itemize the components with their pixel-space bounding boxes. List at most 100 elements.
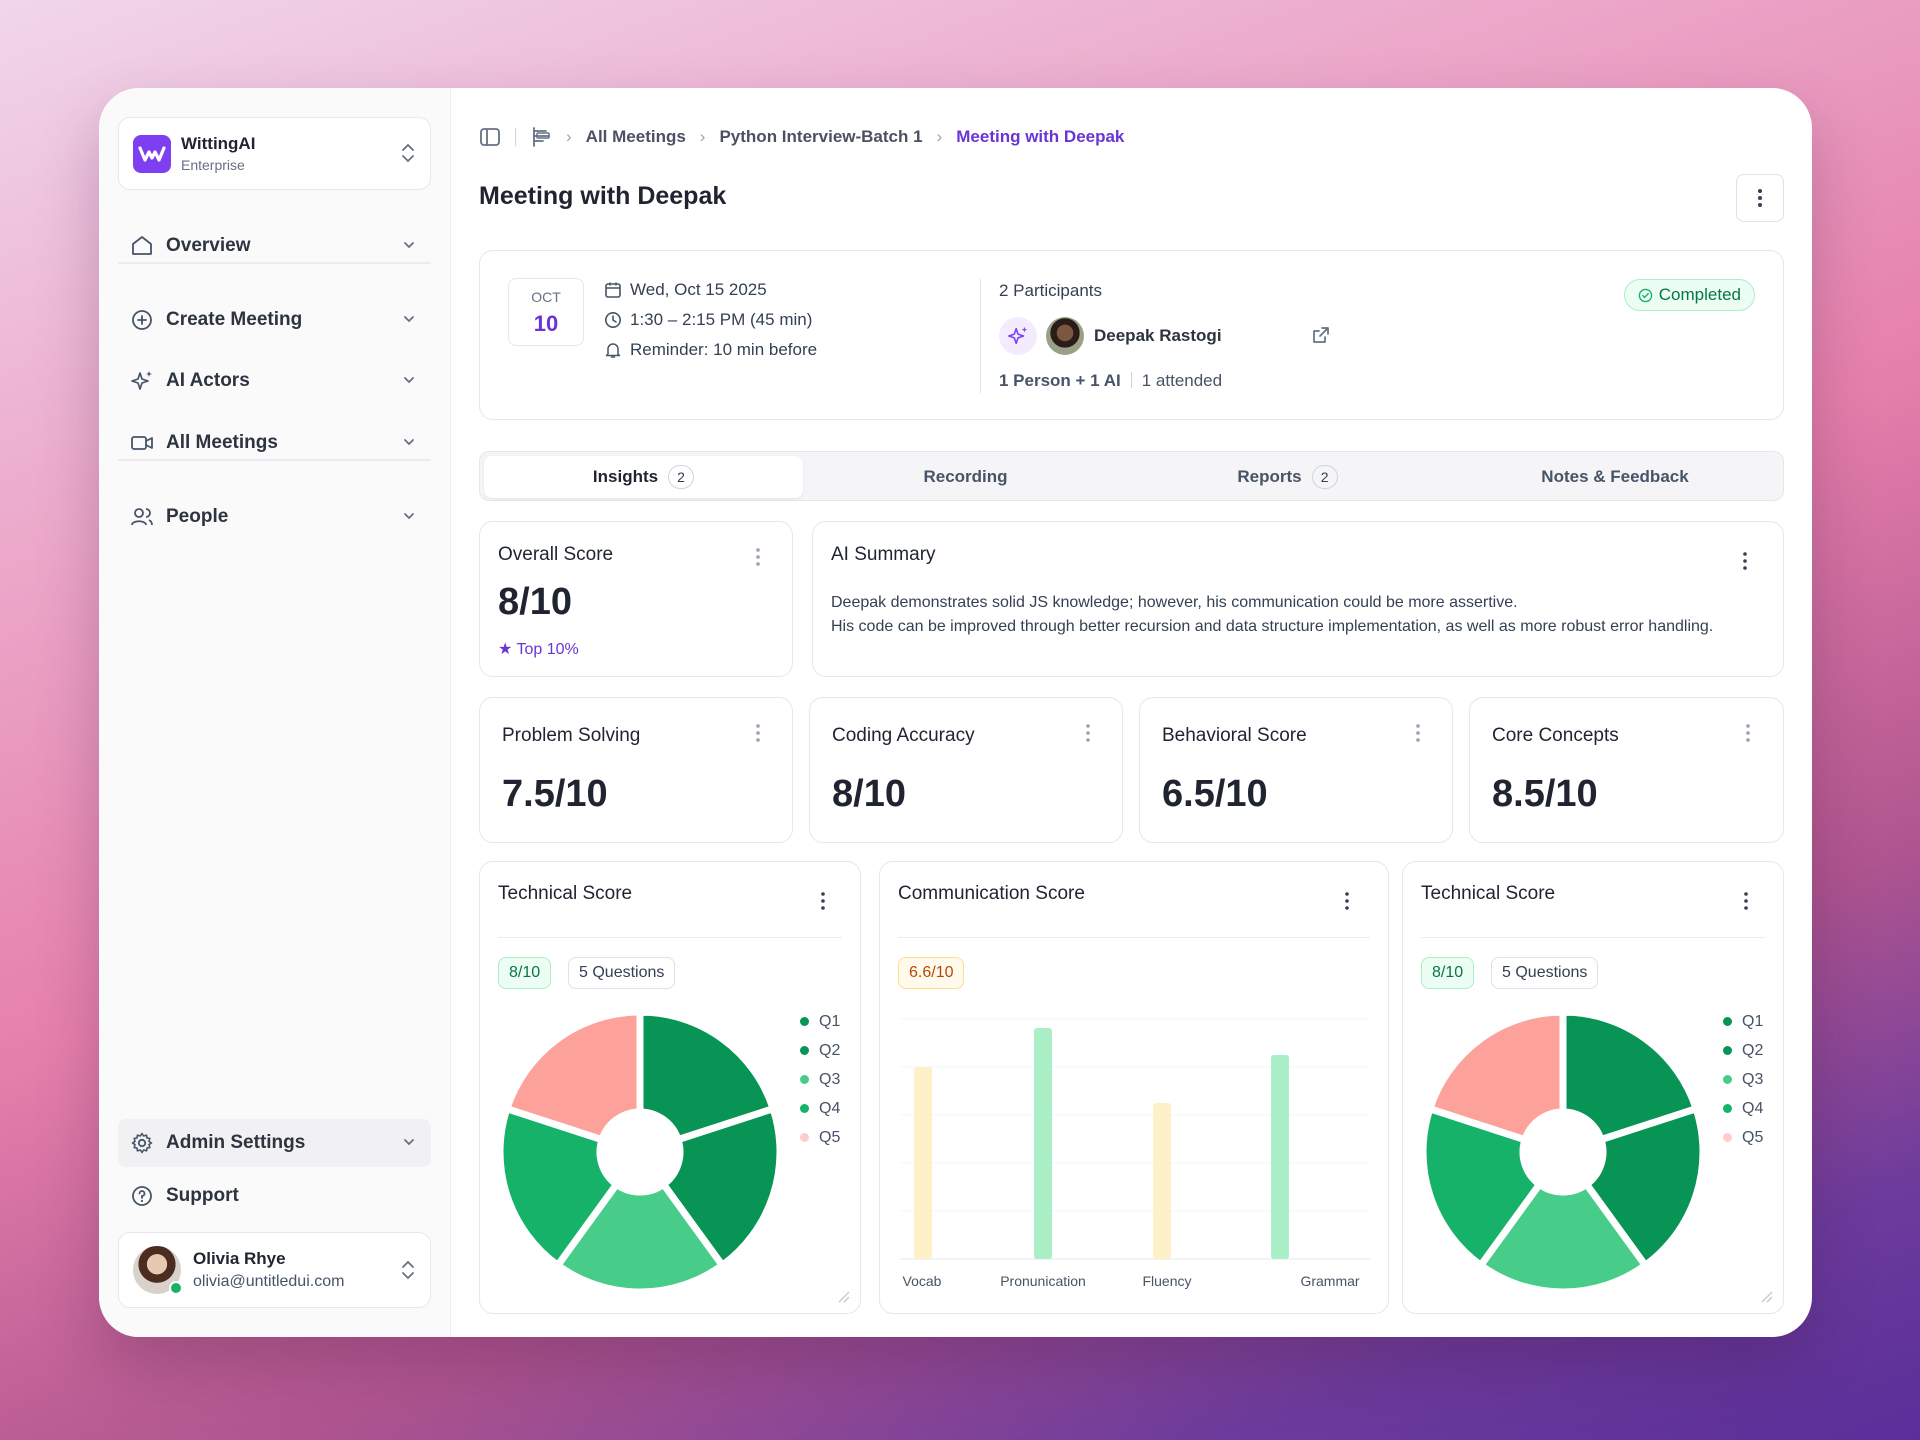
chevron-down-icon [404,377,414,384]
more-options-button[interactable] [1736,174,1784,222]
donut-slice-q1[interactable] [636,1012,777,1144]
legend-swatch [800,1104,809,1113]
metric-card-coding-accuracy: Coding Accuracy 8/10 [809,697,1123,843]
user-email: olivia@untitledui.com [193,1273,345,1290]
status-text: Completed [1658,285,1741,304]
technical-score-card: Technical Score 8/10 5 Questions Q1 Q2 Q3 Q… [1402,861,1784,1314]
more-vertical-icon[interactable] [756,724,760,742]
score-pill: 8/10 [498,957,552,989]
resize-handle-icon[interactable] [834,1287,850,1303]
more-vertical-icon[interactable] [1744,892,1748,910]
donut-slice-q2[interactable] [1583,1105,1703,1269]
x-tick-label: Grammar [1300,1273,1359,1289]
legend-item-q4: Q4 [800,1094,840,1123]
legend-label: Q5 [1742,1128,1764,1146]
legend-label: Q4 [819,1099,841,1117]
nav-ai-actors[interactable]: AI Actors [130,361,420,401]
legend-item-q4: Q4 [1723,1094,1763,1123]
more-vertical-icon[interactable] [1086,724,1090,742]
org-switcher[interactable]: WittingAI Enterprise [118,117,431,190]
home-icon [130,234,154,258]
breadcrumb-batch[interactable]: Python Interview-Batch 1 [719,127,923,146]
tab-reports[interactable]: Reports 2 [1128,456,1447,498]
legend-swatch [800,1133,809,1142]
nav-create-meeting[interactable]: Create Meeting [130,300,420,340]
donut-slice-q5[interactable] [1426,1012,1567,1144]
more-vertical-icon[interactable] [1746,724,1750,742]
bar-grammar[interactable] [1271,1055,1289,1259]
metric-value: 7.5/10 [502,773,608,815]
participants-label: 2 Participants [999,281,1102,300]
check-circle-icon [1638,288,1653,302]
tab-bar: Insights 2 Recording Reports 2 Notes & Fee… [479,451,1784,501]
chart-title: Communication Score [898,883,1085,904]
donut-slice-q4[interactable] [1423,1105,1543,1269]
meetings-home-icon[interactable] [530,126,552,148]
metric-title: Core Concepts [1492,725,1619,746]
metric-card-core-concepts: Core Concepts 8.5/10 [1469,697,1784,843]
resize-handle-icon[interactable] [1757,1287,1773,1303]
metric-card-behavioral-score: Behavioral Score 6.5/10 [1139,697,1453,843]
date-month: OCT [531,289,561,305]
date-badge: OCT 10 [508,278,584,346]
more-vertical-icon[interactable] [1416,724,1420,742]
sparkles-icon [130,369,154,393]
external-link-icon[interactable] [1311,325,1331,345]
participant-name: Deepak Rastogi [1094,326,1222,345]
nav-people-label: People [166,506,229,527]
rank-text: Top 10% [516,641,579,658]
nav-divider [118,262,431,264]
nav-admin-settings[interactable]: Admin Settings [130,1123,420,1163]
legend-item-q2: Q2 [1723,1036,1763,1065]
nav-create-meeting-label: Create Meeting [166,309,303,330]
questions-pill: 5 Questions [1491,957,1599,989]
nav-ai-actors-label: AI Actors [166,370,250,391]
donut-slice-q5[interactable] [503,1012,644,1144]
date-day: 10 [533,311,559,336]
plus-circle-icon [130,308,154,332]
bar-fluency[interactable] [1153,1103,1171,1259]
more-vertical-icon[interactable] [821,892,825,910]
nav-people[interactable]: People [130,497,420,537]
donut-slice-q1[interactable] [1559,1012,1700,1144]
ai-participant-avatar [999,317,1037,355]
attendance-summary: 1 Person + 1 AI 1 attended [999,371,1222,391]
legend-swatch [1723,1075,1732,1084]
donut-slice-q2[interactable] [660,1105,780,1269]
nav-overview[interactable]: Overview [130,226,420,266]
nav-support[interactable]: Support [130,1176,420,1216]
help-circle-icon [130,1184,154,1208]
card-divider [1421,937,1765,938]
meeting-time: 1:30 – 2:15 PM (45 min) [604,310,812,330]
main-content: › All Meetings › Python Interview-Batch … [451,88,1812,1337]
tab-recording[interactable]: Recording [806,456,1125,498]
chart-legend: Q1 Q2 Q3 Q4 Q5 [1723,1007,1763,1152]
legend-item-q3: Q3 [800,1065,840,1094]
legend-swatch [1723,1133,1732,1142]
score-pill: 8/10 [1421,957,1475,989]
card-divider [498,937,842,938]
tab-reports-label: Reports [1237,467,1302,486]
tab-reports-count: 2 [1311,465,1338,489]
sidebar-toggle-icon[interactable] [479,126,501,148]
legend-item-q1: Q1 [800,1007,840,1036]
bar-pronunication[interactable] [1034,1028,1052,1259]
legend-item-q2: Q2 [800,1036,840,1065]
sparkles-icon [1008,326,1028,345]
metric-title: Behavioral Score [1162,725,1307,746]
wittingai-logo [133,134,171,173]
user-account[interactable]: Olivia Rhye olivia@untitledui.com [118,1232,431,1308]
metric-value: 6.5/10 [1162,773,1268,815]
tab-insights[interactable]: Insights 2 [484,456,803,498]
bar-vocab[interactable] [914,1067,932,1259]
more-vertical-icon[interactable] [1345,892,1349,910]
admin-settings-highlight [118,1119,431,1167]
more-vertical-icon[interactable] [756,548,760,566]
breadcrumb-all-meetings[interactable]: All Meetings [585,127,686,146]
legend-swatch [800,1046,809,1055]
more-vertical-icon[interactable] [1743,552,1747,570]
overall-score-card: Overall Score 8/10 ★ Top 10% [479,521,793,677]
donut-slice-q4[interactable] [500,1105,620,1269]
nav-all-meetings[interactable]: All Meetings [130,423,420,463]
tab-notes-feedback[interactable]: Notes & Feedback [1450,456,1780,498]
